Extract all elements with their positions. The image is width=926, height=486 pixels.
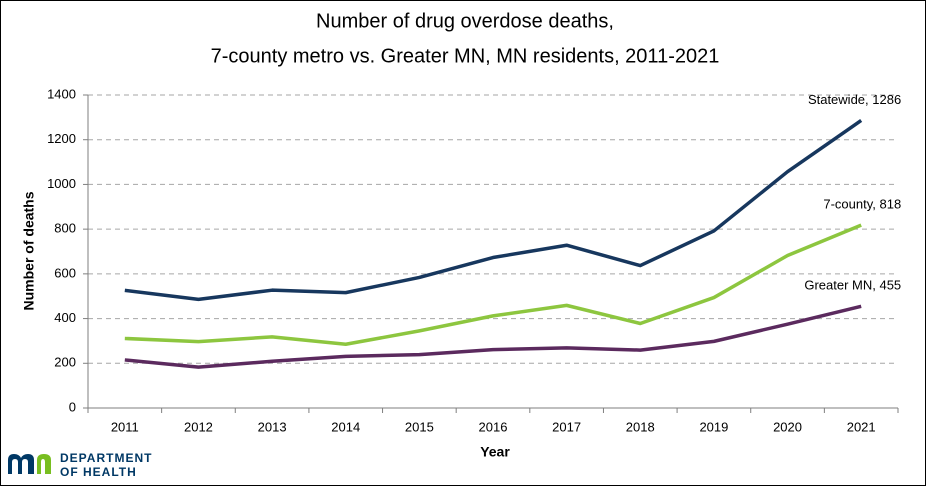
x-tick-label: 2020 xyxy=(773,419,802,434)
x-tick-label: 2013 xyxy=(258,419,287,434)
x-tick-label: 2015 xyxy=(405,419,434,434)
series-line xyxy=(124,119,863,302)
logo: DEPARTMENT OF HEALTH xyxy=(8,451,152,479)
series-line xyxy=(124,304,862,369)
y-tick-label: 0 xyxy=(69,399,76,414)
y-tick-label: 200 xyxy=(54,355,76,370)
logo-m xyxy=(8,454,34,474)
x-axis-title: Year xyxy=(480,444,510,460)
y-tick-label: 1200 xyxy=(47,131,76,146)
logo-line: DEPARTMENT xyxy=(60,451,152,465)
y-tick-label: 800 xyxy=(54,221,76,236)
x-tick-label: 2018 xyxy=(626,419,655,434)
x-tick-label: 2011 xyxy=(111,419,139,434)
series-line xyxy=(124,223,862,347)
y-tick-label: 400 xyxy=(54,310,76,325)
x-tick-label: 2014 xyxy=(331,419,360,434)
y-tick-label: 1400 xyxy=(47,86,76,101)
x-tick-label: 2016 xyxy=(479,419,508,434)
x-tick-label: 2021 xyxy=(847,419,876,434)
x-tick-label: 2017 xyxy=(552,419,581,434)
y-tick-label: 1000 xyxy=(47,176,76,191)
y-tick-label: 600 xyxy=(54,265,76,280)
chart-title: Number of drug overdose deaths, xyxy=(316,10,614,32)
series-annotation: Greater MN, 455 xyxy=(804,278,901,293)
series-annotation: Statewide, 1286 xyxy=(808,92,901,107)
logo-n xyxy=(37,454,51,474)
chart-subtitle: 7-county metro vs. Greater MN, MN reside… xyxy=(211,45,720,67)
y-axis-title: Number of deaths xyxy=(21,191,37,310)
logo-line: OF HEALTH xyxy=(60,465,137,479)
x-tick-label: 2012 xyxy=(184,419,213,434)
x-tick-label: 2019 xyxy=(699,419,728,434)
series-annotation: 7-county, 818 xyxy=(823,197,901,212)
